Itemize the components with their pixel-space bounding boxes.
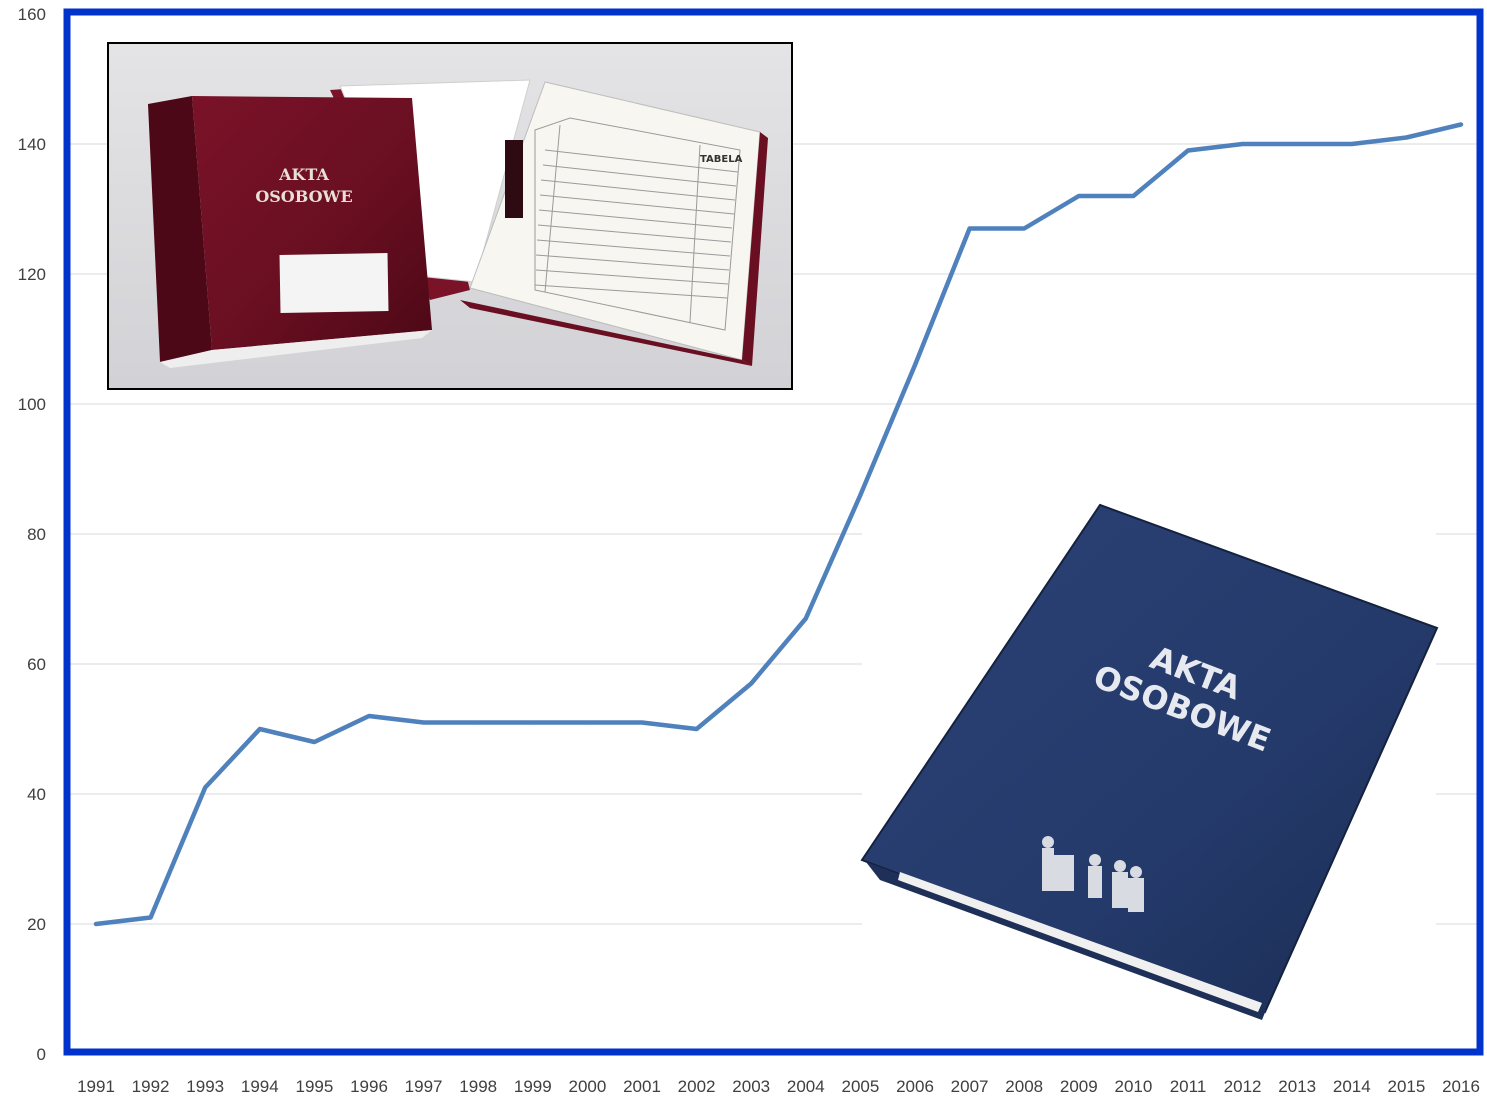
x-tick-label: 2013 bbox=[1278, 1077, 1316, 1096]
y-axis-ticks: 0 20 40 60 80 100 120 140 160 bbox=[18, 5, 46, 1064]
x-tick-label: 2014 bbox=[1333, 1077, 1371, 1096]
plot-frame bbox=[63, 8, 1484, 1056]
red-binder-title-line2: OSOBOWE bbox=[255, 187, 352, 206]
x-tick-label: 2000 bbox=[568, 1077, 606, 1096]
x-tick-label: 1994 bbox=[241, 1077, 279, 1096]
y-tick-label: 100 bbox=[18, 395, 46, 414]
y-tick-label: 160 bbox=[18, 5, 46, 24]
red-binder-header-text: TABELA bbox=[700, 154, 743, 165]
series-line-layer bbox=[93, 122, 1464, 927]
x-tick-label: 2005 bbox=[841, 1077, 879, 1096]
x-tick-label: 2016 bbox=[1442, 1077, 1480, 1096]
x-tick-label: 2012 bbox=[1224, 1077, 1262, 1096]
y-tick-label: 140 bbox=[18, 135, 46, 154]
x-tick-label: 1991 bbox=[77, 1077, 115, 1096]
x-tick-label: 2004 bbox=[787, 1077, 825, 1096]
red-binder-photo: TABELA AKTA OSOBOWE bbox=[107, 42, 793, 390]
x-tick-label: 1993 bbox=[186, 1077, 224, 1096]
x-tick-label: 2002 bbox=[678, 1077, 716, 1096]
x-tick-label: 1996 bbox=[350, 1077, 388, 1096]
y-tick-label: 60 bbox=[27, 655, 46, 674]
x-tick-label: 1995 bbox=[295, 1077, 333, 1096]
x-tick-label: 2007 bbox=[951, 1077, 989, 1096]
y-tick-label: 120 bbox=[18, 265, 46, 284]
x-tick-label: 2011 bbox=[1170, 1077, 1207, 1096]
people-emblem-icon bbox=[1042, 836, 1144, 912]
x-tick-label: 2015 bbox=[1387, 1077, 1425, 1096]
x-tick-label: 1992 bbox=[132, 1077, 170, 1096]
x-tick-label: 2010 bbox=[1114, 1077, 1152, 1096]
x-tick-label: 2008 bbox=[1005, 1077, 1043, 1096]
x-tick-label: 1999 bbox=[514, 1077, 552, 1096]
x-tick-label: 2006 bbox=[896, 1077, 934, 1096]
x-tick-label: 2003 bbox=[732, 1077, 770, 1096]
x-tick-label: 2001 bbox=[623, 1077, 661, 1096]
series-line bbox=[93, 122, 1464, 927]
x-tick-label: 2009 bbox=[1060, 1077, 1098, 1096]
x-tick-label: 1998 bbox=[459, 1077, 497, 1096]
blue-binder-photo: AKTA OSOBOWE bbox=[860, 503, 1439, 1025]
x-axis-ticks: 1991 1992 1993 1994 1995 1996 1997 1998 1999 2000… bbox=[77, 1077, 1480, 1096]
red-binder-title-line1: AKTA bbox=[278, 165, 329, 184]
y-tick-label: 80 bbox=[27, 525, 46, 544]
x-tick-label: 1997 bbox=[405, 1077, 443, 1096]
y-tick-label: 20 bbox=[27, 915, 46, 934]
y-tick-label: 40 bbox=[27, 785, 46, 804]
y-tick-label: 0 bbox=[37, 1045, 46, 1064]
